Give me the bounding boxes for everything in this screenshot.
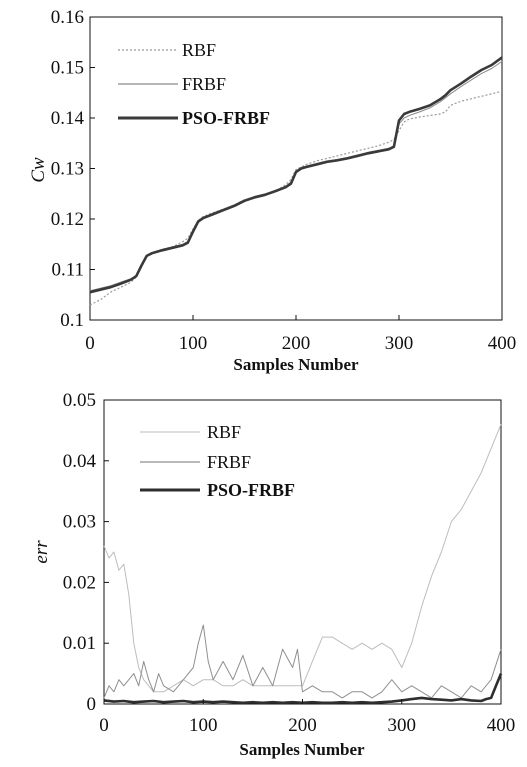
cw-y-tick-label: 0.14 xyxy=(51,108,85,129)
cw-x-tick-label: 300 xyxy=(385,333,414,354)
cw-series-pso-frbf xyxy=(89,56,503,294)
cw-legend: RBF FRBF PSO-FRBF xyxy=(118,40,270,128)
cw-y-tick-label: 0.12 xyxy=(51,209,84,230)
err-y-tick-label: 0.04 xyxy=(63,451,97,472)
cw-plot-frame xyxy=(89,16,503,321)
cw-series-rbf xyxy=(89,90,503,306)
cw-x-tick-label: 400 xyxy=(488,333,517,354)
cw-legend-label-pso-frbf: PSO-FRBF xyxy=(182,108,270,128)
err-x-tick-label: 100 xyxy=(189,715,218,736)
cw-y-tick-label: 0.16 xyxy=(51,7,84,28)
cw-x-axis-label: Samples Number xyxy=(233,355,359,374)
cw-y-tick-label: 0.13 xyxy=(51,159,84,180)
cw-y-axis-label: Cw xyxy=(28,157,49,183)
cw-x-tick-label: 200 xyxy=(282,333,311,354)
err-y-tick-label: 0.03 xyxy=(63,512,96,533)
cw-y-tick-label: 0.15 xyxy=(51,58,84,79)
err-x-tick-label: 200 xyxy=(288,715,317,736)
err-series-pso-frbf xyxy=(103,673,503,705)
err-series-rbf xyxy=(103,424,502,693)
cw-y-tick-label: 0.11 xyxy=(51,260,84,281)
cw-x-tick-label: 0 xyxy=(85,333,95,354)
err-x-axis-label: Samples Number xyxy=(239,740,365,759)
err-legend-label-rbf: RBF xyxy=(207,422,241,442)
cw-chart: Cw Samples Number RBF FRBF PSO-FRBF 0 100… xyxy=(28,7,516,374)
err-x-tick-label: 0 xyxy=(99,715,109,736)
err-y-tick-label: 0.02 xyxy=(63,572,96,593)
cw-legend-label-frbf: FRBF xyxy=(182,74,226,94)
cw-legend-label-rbf: RBF xyxy=(182,40,216,60)
err-legend-label-pso-frbf: PSO-FRBF xyxy=(207,480,295,500)
err-y-tick-label: 0.05 xyxy=(63,390,96,411)
cw-series-frbf xyxy=(89,60,503,292)
err-x-tick-label: 400 xyxy=(487,715,516,736)
err-chart: err Samples Number RBF FRBF PSO-FRBF 0 10… xyxy=(31,390,515,759)
err-legend: RBF FRBF PSO-FRBF xyxy=(140,422,295,500)
err-x-tick-label: 300 xyxy=(388,715,417,736)
cw-y-tick-label: 0.1 xyxy=(60,310,84,331)
err-y-tick-label: 0 xyxy=(87,694,97,715)
err-y-tick-label: 0.01 xyxy=(63,633,96,654)
err-y-axis-label: err xyxy=(31,540,52,564)
err-legend-label-frbf: FRBF xyxy=(207,452,251,472)
err-series-frbf xyxy=(103,624,502,699)
cw-x-tick-label: 100 xyxy=(179,333,208,354)
